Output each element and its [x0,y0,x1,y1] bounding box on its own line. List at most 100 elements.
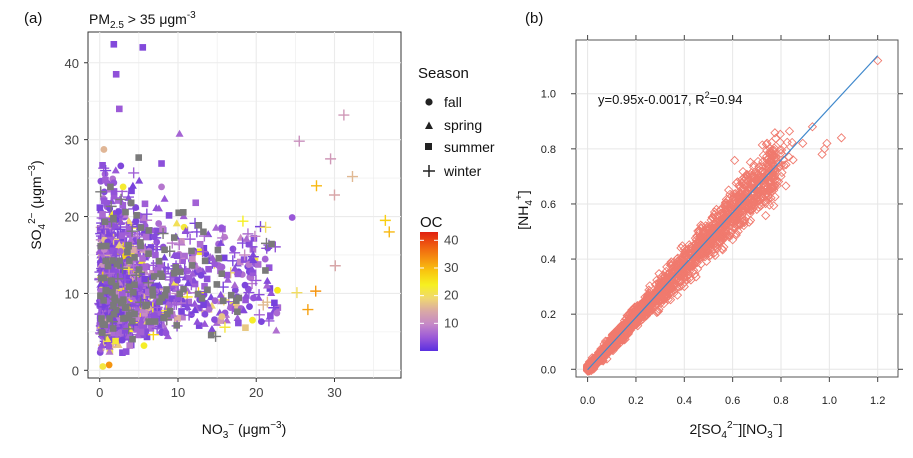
data-point [200,301,207,309]
data-point [748,178,758,188]
data-point [185,298,193,306]
data-point [141,208,153,220]
data-point [112,70,120,78]
data-point [679,281,689,292]
data-point [798,138,808,148]
data-point [107,197,116,205]
x-tick-label: 10 [171,385,185,400]
data-point-missing-oc [135,154,143,161]
data-point [227,255,239,267]
data-point [179,257,186,265]
data-point [778,155,789,165]
data-point [117,237,125,244]
data-point [618,335,628,345]
y-tick-label: 0.8 [541,144,556,156]
data-point [97,260,106,268]
data-point [237,237,249,249]
data-point [732,177,743,187]
data-point-missing-oc [163,286,170,293]
data-point [218,313,226,320]
y-tick-label: 30 [65,133,79,148]
data-point [153,227,161,235]
data-point [583,364,593,375]
data-point [744,217,754,227]
data-point [644,285,654,295]
data-point [728,201,739,212]
data-point [109,247,116,255]
data-point [346,171,358,183]
data-point [183,309,195,321]
data-point-missing-oc [137,239,144,246]
data-point [216,290,225,298]
legend-label-fall: fall [444,94,462,110]
data-point [724,232,734,242]
data-point-missing-oc [215,254,223,262]
data-point [197,246,209,258]
data-point [114,197,122,204]
data-point-missing-oc [101,218,109,226]
data-point [257,318,265,326]
data-point [158,183,165,191]
panel-b-y-axis-label: [NH4+] [514,190,535,229]
data-point [128,187,135,195]
data-point-missing-oc [170,234,178,241]
data-point [699,247,709,257]
data-point [701,223,712,233]
data-point [195,322,203,329]
data-point-missing-oc [129,317,136,325]
panel-b-ticks: 0.0 0.2 0.4 0.6 0.8 1.0 1.2 0.0 0.2 0.4 0.6 0.8 1.0 [541,35,903,407]
data-point [160,253,169,261]
data-point [181,227,190,235]
data-point [164,301,172,309]
data-point [223,271,231,279]
data-point-missing-oc [120,315,127,322]
data-point-missing-oc [157,227,169,239]
data-point [752,204,762,215]
data-point [807,122,818,132]
data-point [118,232,126,239]
data-point-missing-oc [105,200,117,212]
data-point [118,336,126,344]
data-point [253,309,265,321]
data-point [602,345,613,355]
data-point-missing-oc [149,292,157,299]
data-point [119,274,131,286]
x-tick-label: 0 [96,385,103,400]
data-point [105,347,114,355]
data-point [250,235,258,242]
data-point [154,266,161,274]
data-point [181,252,188,260]
data-point [169,295,176,302]
regression-line [587,55,879,371]
data-point [704,234,714,244]
data-point [728,222,739,232]
data-point [136,320,145,328]
data-point [103,267,115,279]
data-point [234,270,242,278]
data-point [654,304,664,314]
data-point [769,185,779,195]
data-point [200,244,208,252]
data-point [211,297,219,305]
data-point [748,172,758,182]
data-point [738,176,749,186]
data-point [97,205,106,213]
data-point [273,309,281,317]
data-point-missing-oc [131,254,138,261]
data-point [710,212,721,222]
data-point [239,306,248,314]
data-point [642,303,653,313]
data-point [691,242,701,252]
data-point [208,254,217,262]
data-point [728,219,738,229]
data-point-missing-oc [142,277,154,289]
data-point [245,240,253,248]
data-point [672,254,682,264]
data-point [614,331,624,342]
data-point [705,250,716,260]
data-point-missing-oc [145,227,153,234]
data-point [263,276,272,284]
data-point-missing-oc [108,278,116,286]
data-point [195,304,202,312]
data-point [116,217,125,225]
